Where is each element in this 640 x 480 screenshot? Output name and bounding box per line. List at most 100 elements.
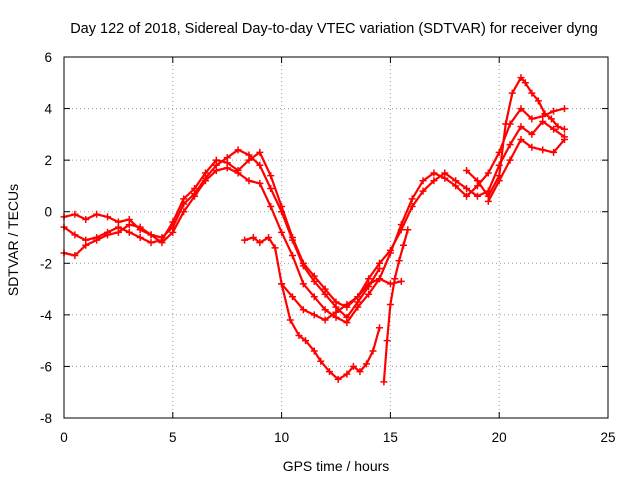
data-point: [430, 177, 438, 185]
data-point: [125, 221, 133, 229]
data-point: [550, 148, 558, 156]
data-point: [201, 177, 209, 185]
y-tick-label: 0: [44, 205, 52, 220]
data-point: [517, 105, 525, 113]
y-tick-label: -8: [40, 411, 52, 426]
series-track-5: [278, 275, 405, 324]
data-point: [343, 301, 351, 309]
data-point: [256, 239, 264, 247]
data-point: [288, 234, 296, 241]
data-point: [539, 146, 547, 154]
data-point: [356, 368, 364, 376]
data-point: [365, 290, 373, 298]
y-tick-label: -4: [40, 308, 52, 323]
data-point: [395, 257, 403, 265]
data-point: [169, 218, 177, 226]
data-point: [560, 105, 568, 113]
data-point: [234, 146, 242, 154]
data-point: [299, 259, 307, 267]
data-point: [82, 241, 90, 249]
data-point: [288, 252, 296, 260]
y-tick-label: 4: [44, 102, 52, 117]
data-point: [547, 115, 555, 123]
data-point: [473, 192, 481, 200]
data-point: [386, 280, 394, 288]
data-point: [256, 179, 264, 187]
x-tick-label: 10: [274, 430, 289, 445]
axis-ticks: 0 5 10 15 20 25 -8 -6 -4 -2 0 2 4 6: [40, 50, 616, 445]
data-point: [430, 169, 438, 177]
data-point: [180, 208, 188, 216]
data-point: [349, 362, 357, 370]
data-point: [147, 239, 155, 247]
data-point: [376, 324, 384, 332]
data-point: [332, 298, 340, 306]
data-point: [386, 301, 394, 309]
x-tick-label: 25: [600, 430, 615, 445]
grid: [64, 57, 608, 418]
x-axis-label: GPS time / hours: [283, 458, 390, 474]
data-point: [376, 259, 384, 267]
data-point: [321, 285, 329, 293]
data-point: [93, 210, 101, 218]
data-point: [71, 252, 79, 260]
data-point: [365, 280, 373, 288]
data-point: [136, 234, 144, 241]
data-point: [517, 136, 525, 144]
series-track-8: [484, 136, 568, 205]
data-point: [354, 293, 362, 301]
data-point: [528, 130, 536, 138]
data-point: [334, 375, 342, 383]
plot-area-border: [63, 56, 609, 419]
series-line: [465, 76, 566, 198]
data-point: [508, 89, 516, 97]
data-point: [550, 107, 558, 115]
data-point: [325, 368, 333, 376]
data-point: [104, 213, 112, 221]
x-tick-label: 0: [60, 430, 68, 445]
data-point: [169, 228, 177, 236]
data-point: [362, 360, 370, 368]
y-tick-label: 2: [44, 153, 52, 168]
data-point: [541, 110, 549, 118]
data-point: [310, 293, 318, 301]
data-point: [419, 187, 427, 195]
data-point: [463, 192, 471, 200]
data-point: [354, 303, 362, 311]
data-point: [278, 280, 286, 288]
data-point: [234, 169, 242, 177]
data-point: [397, 221, 405, 229]
data-point: [82, 215, 90, 223]
data-point: [241, 236, 249, 244]
data-point: [104, 231, 112, 239]
data-point: [408, 195, 416, 203]
data-point: [560, 136, 568, 144]
data-point: [249, 234, 257, 241]
data-point: [376, 275, 384, 283]
data-point: [321, 316, 329, 324]
chart-title: Day 122 of 2018, Sidereal Day-to-day VTE…: [70, 21, 598, 37]
data-point: [495, 177, 503, 185]
series-track-4: [241, 234, 384, 383]
data-point: [554, 123, 562, 131]
data-point: [256, 148, 264, 156]
data-point: [534, 97, 542, 105]
data-point: [310, 311, 318, 319]
data-point: [265, 234, 273, 241]
y-tick-label: -2: [40, 256, 52, 271]
series-track-6: [380, 226, 412, 386]
data-point: [299, 280, 307, 288]
data-point: [419, 177, 427, 185]
data-point: [267, 185, 275, 193]
data-point: [517, 123, 525, 131]
data-point: [484, 197, 492, 205]
series-track-7: [463, 74, 568, 200]
x-tick-label: 5: [169, 430, 177, 445]
data-point: [278, 228, 286, 236]
y-tick-label: 6: [44, 50, 52, 65]
data-point: [397, 277, 405, 285]
data-point: [114, 228, 122, 236]
data-point: [369, 347, 377, 355]
data-point: [310, 347, 318, 355]
